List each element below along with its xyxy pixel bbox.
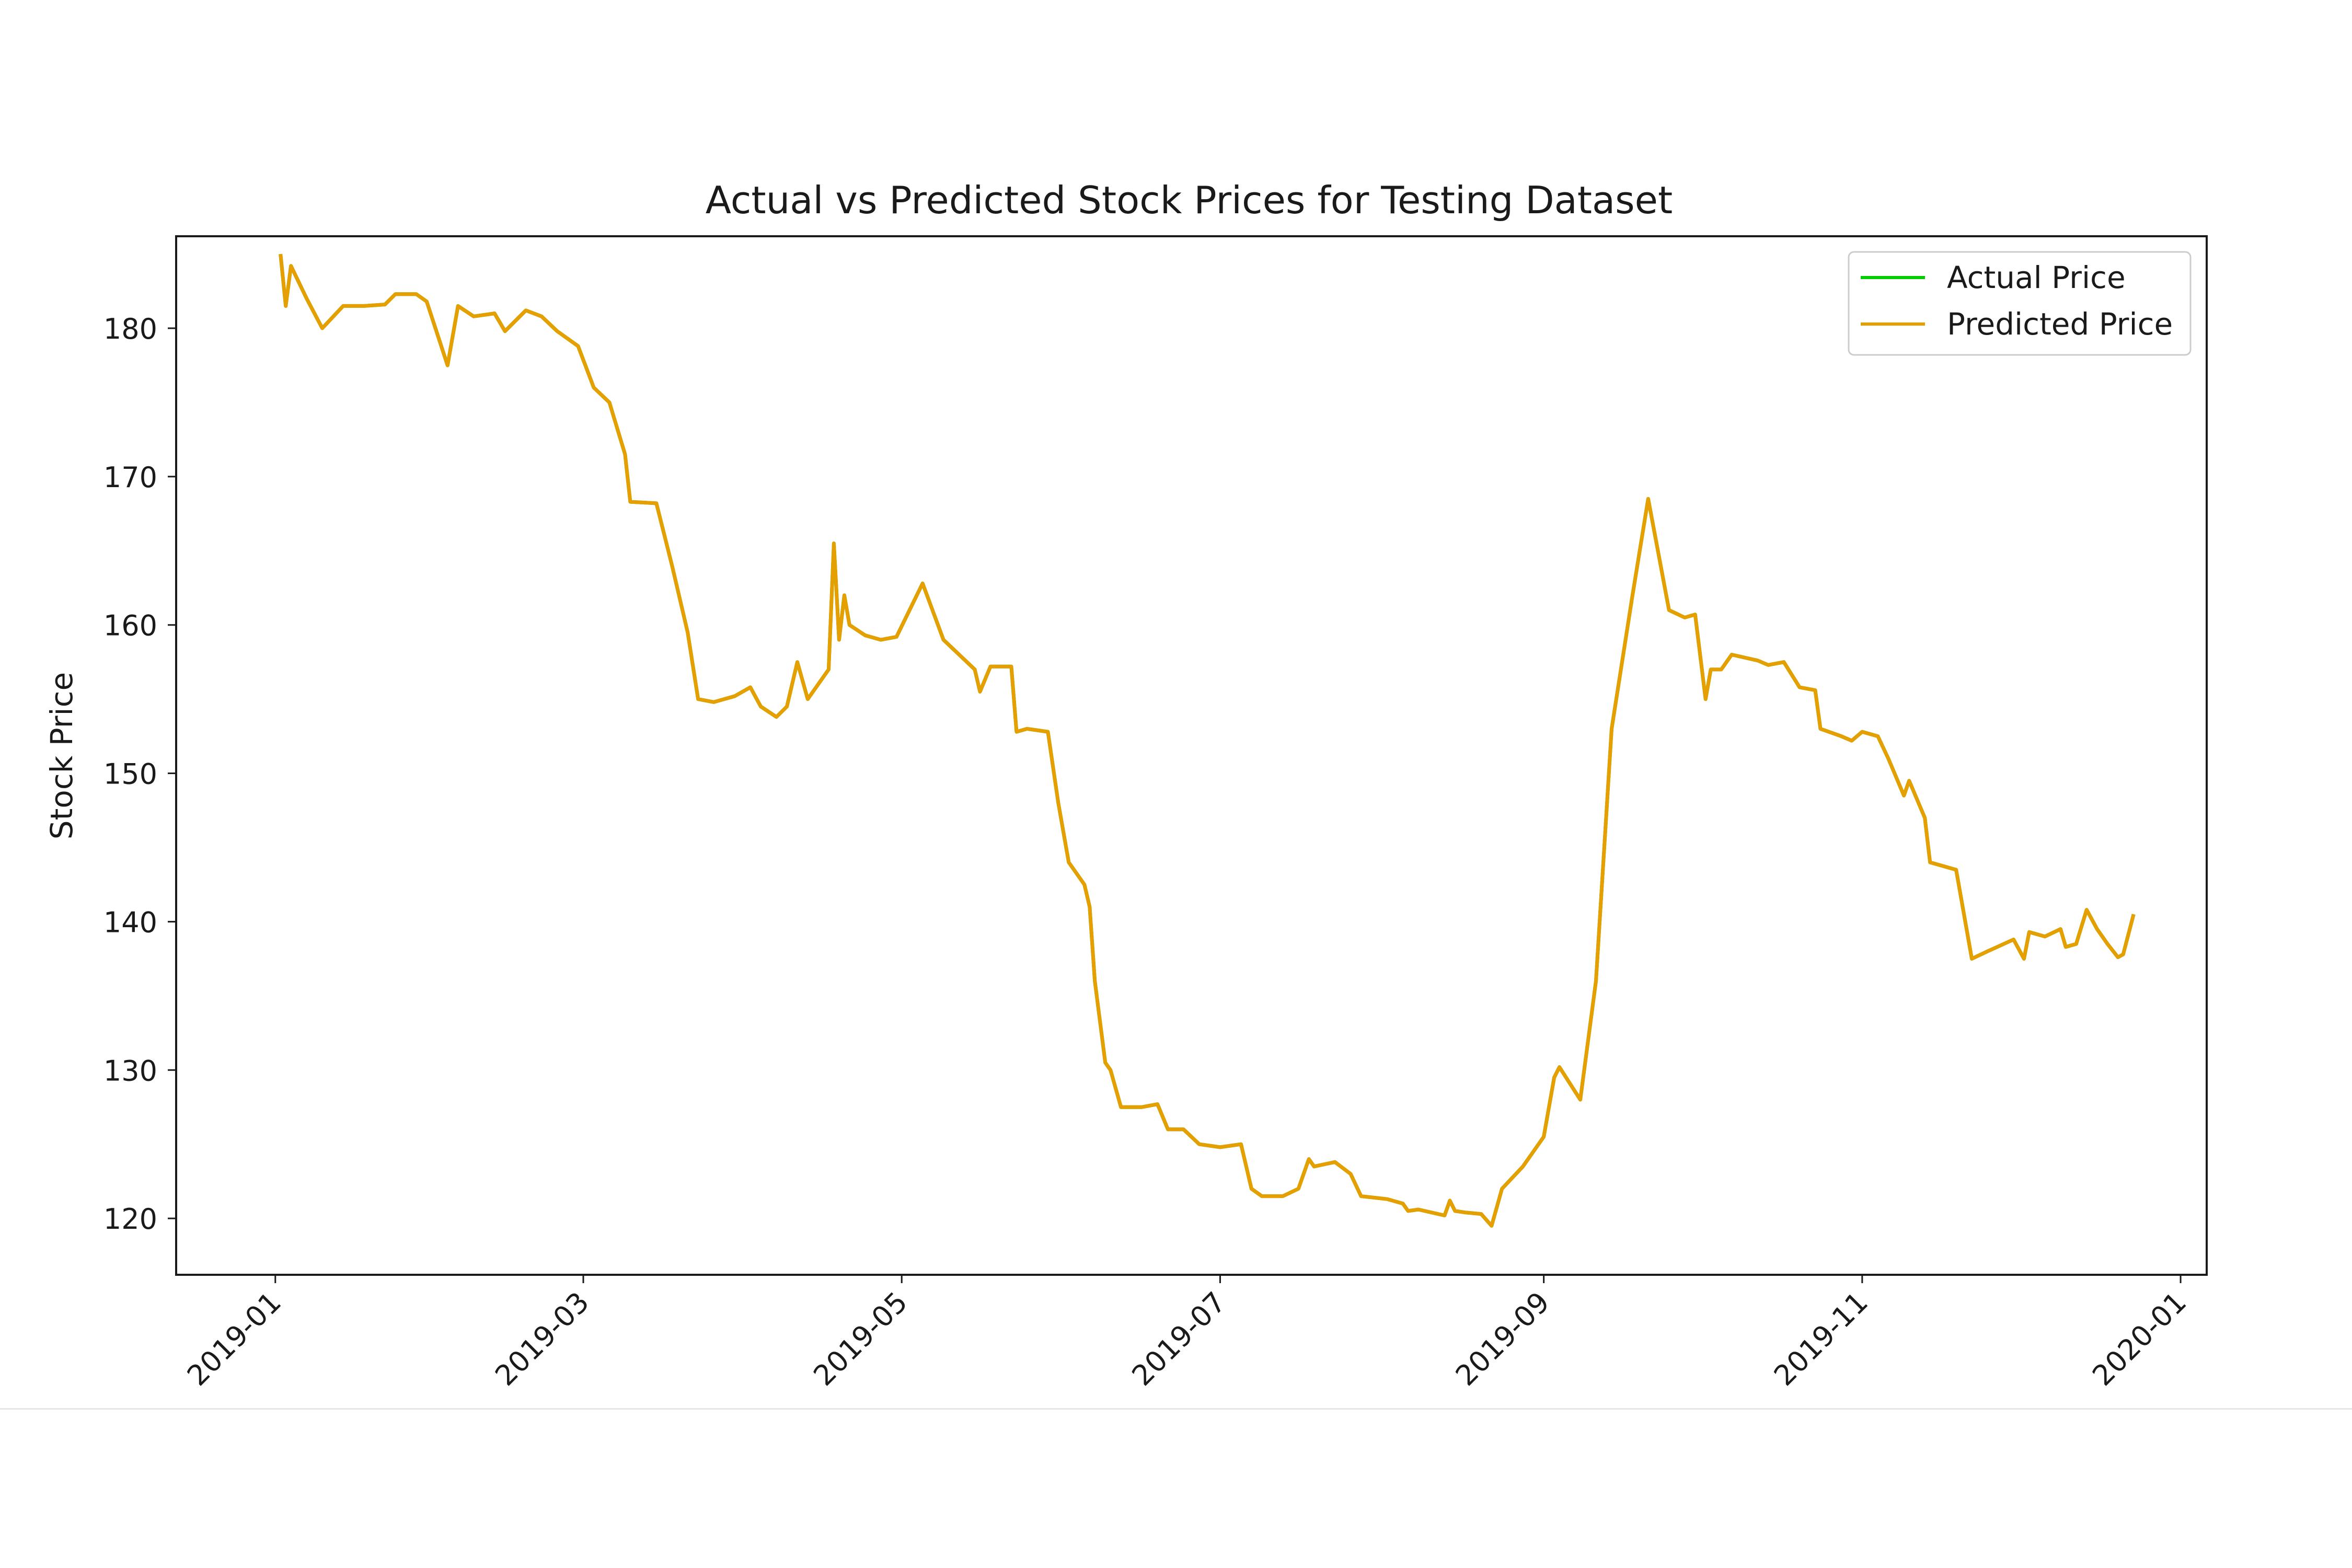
y-tick-label: 130 <box>103 1054 157 1087</box>
legend: Actual Price Predicted Price <box>1848 251 2192 356</box>
y-axis: 120 130 140 150 160 170 180 <box>103 313 176 1236</box>
y-tick-label: 150 <box>103 758 157 791</box>
y-tick-label: 160 <box>103 609 157 642</box>
legend-box <box>1848 251 2192 356</box>
y-tick-label: 170 <box>103 461 157 494</box>
series-line-actual-price <box>279 253 2136 1228</box>
series-line-predicted-price <box>279 253 2136 1228</box>
x-tick-label: 2019-03 <box>489 1286 595 1392</box>
legend-label-predicted-price: Predicted Price <box>1947 306 2173 342</box>
x-axis: 2019-01 2019-03 2019-05 2019-07 2019-09 2019-… <box>181 1275 2193 1392</box>
x-tick-label: 2019-11 <box>1768 1286 1874 1392</box>
legend-label-actual-price: Actual Price <box>1947 260 2126 295</box>
chart-title: Actual vs Predicted Stock Prices for Tes… <box>706 178 1673 222</box>
x-tick-label: 2019-09 <box>1449 1286 1556 1392</box>
y-tick-label: 180 <box>103 313 157 345</box>
x-tick-label: 2019-01 <box>181 1286 287 1392</box>
series-layer <box>279 253 2136 1228</box>
image-bottom-divider <box>0 1408 2352 1410</box>
y-tick-label: 140 <box>103 906 157 939</box>
y-tick-label: 120 <box>103 1203 157 1236</box>
y-axis-label: Stock Price <box>44 672 79 839</box>
x-tick-label: 2019-07 <box>1126 1286 1232 1392</box>
x-tick-label: 2019-05 <box>807 1286 914 1392</box>
x-tick-label: 2020-01 <box>2086 1286 2193 1392</box>
plot-frame <box>175 235 2208 1276</box>
